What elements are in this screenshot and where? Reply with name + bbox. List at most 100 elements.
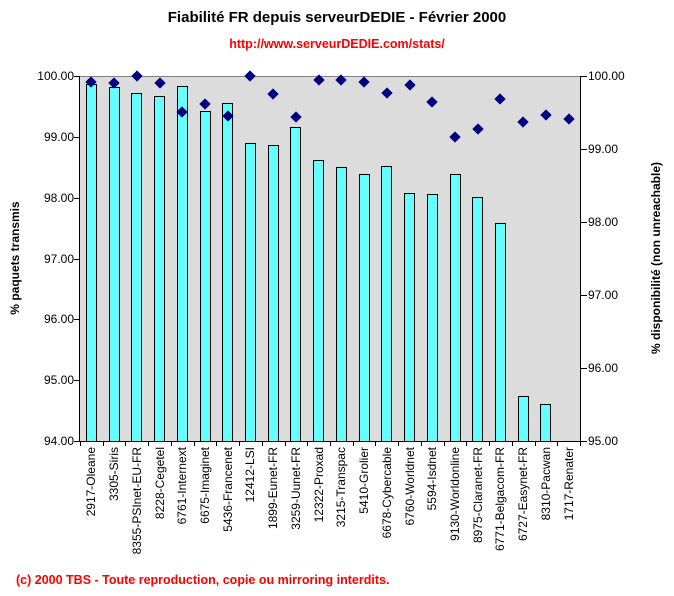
right-axis-tick-label: 97.00 [588, 288, 619, 302]
left-axis-tick-label: 94.00 [43, 434, 74, 448]
x-axis-tick [102, 441, 104, 446]
x-axis-label: 6727-Easynet-FR [516, 447, 531, 542]
x-axis-label: 5436-Francenet [220, 447, 235, 532]
left-axis-tick-label: 95.00 [43, 373, 74, 388]
right-axis-tick-label: 99.00 [588, 142, 619, 156]
x-axis-tick [125, 441, 127, 446]
x-axis-tick [193, 441, 195, 446]
x-axis-label: 6675-Imaginet [198, 447, 212, 524]
x-axis-label: 8310-Pacwan [538, 447, 553, 521]
plot-area [80, 76, 580, 442]
right-axis-tick [581, 222, 587, 223]
left-axis-tick [74, 76, 80, 77]
x-axis-label: 2917-Oleane [84, 447, 99, 517]
right-axis-tick [581, 149, 587, 150]
bar-5594-Isdnet [426, 193, 438, 442]
bar-6678-Cybercable [381, 165, 393, 442]
bar-2917-Oleane [85, 84, 97, 442]
x-axis-tick [216, 441, 218, 446]
bar-9130-Worldonline [449, 174, 461, 442]
left-axis-tick [74, 319, 80, 321]
x-axis-tick [534, 441, 536, 446]
x-axis-tick [330, 441, 331, 446]
bar-1899-Eunet-FR [267, 145, 279, 442]
x-axis-tick [466, 441, 468, 446]
left-axis-tick [74, 197, 80, 199]
bar-5436-Francenet [222, 103, 234, 442]
left-axis-tick-label: 99.00 [43, 129, 74, 144]
left-axis-tick [74, 380, 80, 382]
bar-5410-Grolier [358, 173, 370, 442]
right-axis-tick-label: 98.00 [588, 215, 619, 229]
x-axis-tick [511, 441, 513, 446]
right-axis-tick [581, 295, 587, 296]
right-axis-line [580, 76, 581, 442]
x-axis-tick [284, 441, 286, 446]
bar-8310-Pacwan [540, 404, 552, 442]
left-axis-tick-label: 100.00 [37, 69, 74, 83]
x-axis-label: 9130-Worldonline [448, 447, 462, 541]
x-axis-tick [80, 441, 81, 446]
right-axis-tick [581, 368, 587, 369]
x-axis-tick [443, 441, 445, 446]
bar-6727-Easynet-FR [517, 396, 529, 442]
x-axis-label: 6771-Belgacom-FR [493, 447, 508, 552]
left-axis-tick-label: 97.00 [43, 251, 74, 266]
x-axis-tick [239, 441, 241, 446]
x-axis-tick [398, 441, 400, 446]
bar-8975-Claranet-FR [472, 196, 484, 442]
bar-6675-Imaginet [199, 110, 211, 442]
bar-8355-PSInet-EU-FR [131, 93, 143, 442]
bar-6771-Belgacom-FR [494, 223, 506, 442]
right-axis-tick-label: 100.00 [588, 69, 625, 83]
left-axis-tick-label: 98.00 [43, 190, 74, 205]
x-axis-tick [489, 441, 491, 446]
left-axis-tick [74, 136, 80, 138]
x-axis-tick [170, 441, 172, 446]
bar-3215-Transpac [335, 167, 347, 442]
x-axis-label: 1899-Eunet-FR [266, 447, 281, 530]
bar-3259-Uunet-FR [290, 126, 302, 442]
x-axis-tick [352, 441, 354, 446]
x-axis-label: 8355-PSInet-EU-FR [129, 447, 144, 555]
chart-subtitle-url: http://www.serveurDEDIE.com/stats/ [229, 37, 445, 51]
chart-title: Fiabilité FR depuis serveurDEDIE - Févri… [167, 9, 507, 26]
x-axis-tick [375, 441, 377, 446]
bottom-axis-line [74, 441, 581, 442]
right-axis-tick [581, 441, 587, 442]
x-axis-label: 12412-LSI [243, 447, 258, 503]
bar-12322-Proxad [313, 160, 325, 442]
right-axis-tick-label: 96.00 [588, 361, 619, 375]
x-axis-label: 3259-Uunet-FR [288, 447, 303, 530]
copyright-footer: (c) 2000 TBS - Toute reproduction, copie… [16, 573, 390, 587]
x-axis-tick [148, 441, 150, 446]
right-axis-tick-label: 95.00 [588, 434, 619, 448]
x-axis-label: 12322-Proxad [311, 447, 326, 523]
bar-6760-Worldnet [404, 193, 416, 442]
bar-8228-Cegetel [154, 95, 166, 442]
x-axis-label: 3305-Siris [107, 447, 122, 502]
x-axis-tick [557, 441, 559, 446]
right-axis-title: % disponibilité (non unreachable) [649, 161, 663, 355]
bar-12412-LSI [244, 142, 256, 442]
x-axis-label: 5594-Isdnet [425, 447, 440, 511]
left-axis-tick [74, 441, 80, 442]
x-axis-label: 5410-Grolier [357, 447, 372, 514]
x-axis-label: 8975-Claranet-FR [470, 447, 485, 544]
x-axis-tick [261, 441, 263, 446]
x-axis-label: 6760-Worldnet [402, 447, 417, 526]
x-axis-label: 6761-Internext [175, 447, 190, 525]
x-axis-label: 6678-Cybercable [379, 447, 394, 539]
x-axis-label: 1717-Renater [561, 447, 576, 521]
x-axis-label: 8228-Cegetel [152, 447, 167, 520]
left-axis-tick-label: 96.00 [43, 312, 74, 327]
x-axis-tick [420, 441, 422, 446]
bar-3305-Siris [108, 86, 120, 442]
left-axis-tick [74, 258, 80, 260]
x-axis-tick [580, 441, 581, 446]
x-axis-tick [307, 441, 309, 446]
bar-6761-Internext [176, 86, 188, 442]
right-axis-tick [581, 76, 587, 77]
x-axis-label: 3215-Transpac [334, 447, 349, 528]
